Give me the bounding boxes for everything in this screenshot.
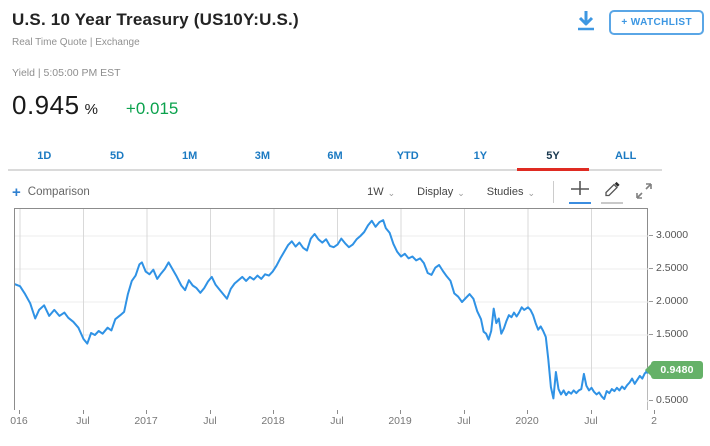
last-price-badge: 0.9480 [645,361,703,379]
tab-3m[interactable]: 3M [254,150,270,162]
header-actions: + WATCHLIST [573,9,704,35]
x-axis-tick [146,410,147,414]
display-dropdown[interactable]: Display ⌄ [417,186,465,198]
x-axis-tick [654,410,655,414]
chevron-down-icon: ⌄ [457,187,465,198]
pencil-icon [602,180,622,201]
add-watchlist-button[interactable]: + WATCHLIST [609,9,704,35]
draw-tool-button[interactable] [599,180,625,204]
quote-source: Real Time Quote | Exchange [12,37,140,48]
y-axis-label: 2.0000 [649,295,688,307]
interval-label: 1W [367,186,384,198]
tool-underline [601,202,623,204]
y-axis-tick [649,300,653,302]
x-axis-label: 2 [651,415,657,427]
x-axis-tick [19,410,20,414]
y-axis-tick [649,399,653,401]
comparison-label: Comparison [27,186,90,198]
x-axis-label: 016 [10,415,28,427]
x-axis-tick [591,410,592,414]
x-axis-label: Jul [76,415,90,427]
tab-5y[interactable]: 5Y [516,146,590,171]
display-label: Display [417,186,454,198]
y-axis-tick [649,234,653,236]
x-axis-tick [337,410,338,414]
y-axis-tick [649,333,653,335]
tab-6m[interactable]: 6M [327,150,343,162]
download-button[interactable] [573,9,599,35]
page-title: U.S. 10 Year Treasury (US10Y:U.S.) [12,10,299,29]
x-axis-label: Jul [330,415,344,427]
tab-all[interactable]: ALL [615,150,637,162]
studies-dropdown[interactable]: Studies ⌄ [487,186,535,198]
x-axis-label: Jul [457,415,471,427]
expand-icon [635,182,653,203]
price-unit: % [84,101,98,118]
tab-ytd[interactable]: YTD [396,150,419,162]
x-axis-tick [527,410,528,414]
header: U.S. 10 Year Treasury (US10Y:U.S.) Real … [12,10,299,48]
x-axis-tick [464,410,465,414]
fullscreen-button[interactable] [631,180,657,204]
quote-meta: Yield | 5:05:00 PM EST [12,67,121,79]
x-axis-tick [400,410,401,414]
range-tabs: 1D 5D 1M 3M 6M YTD 1Y 5Y ALL [8,146,662,171]
crosshair-tool-button[interactable] [567,180,593,204]
x-axis-tick [273,410,274,414]
active-tool-underline [569,202,591,204]
toolbar-divider [553,181,554,203]
tab-1d[interactable]: 1D [37,150,52,162]
toolbar-right: 1W ⌄ Display ⌄ Studies ⌄ [345,180,660,204]
interval-dropdown[interactable]: 1W ⌄ [367,186,395,198]
y-axis-label: 1.5000 [649,328,688,340]
studies-label: Studies [486,186,524,198]
price-value: 0.945 [12,90,80,120]
y-axis-tick [649,267,653,269]
chevron-down-icon: ⌄ [387,187,396,198]
price-change: +0.015 [125,99,179,118]
comparison-button[interactable]: + Comparison [12,185,90,200]
chevron-down-icon: ⌄ [527,187,535,198]
price-chart[interactable]: 016 Jul 2017 Jul 2018 Jul 2019 Jul 2020 Jul 2 3.00… [0,208,710,440]
crosshair-icon [569,180,591,201]
tab-1m[interactable]: 1M [182,150,198,162]
x-axis-label: 2018 [261,415,285,427]
price-row: 0.945 % +0.015 [12,90,178,121]
x-axis-label: 2020 [515,415,539,427]
tab-5d[interactable]: 5D [109,150,125,162]
download-icon [575,9,597,36]
chart-toolbar: + Comparison 1W ⌄ Display ⌄ Studies ⌄ [12,180,660,204]
x-axis-tick [210,410,211,414]
x-axis-label: Jul [584,415,598,427]
chart-plot-area[interactable] [14,208,649,411]
plus-icon: + [12,183,21,201]
tab-1y[interactable]: 1Y [473,150,488,162]
y-axis-label: 0.5000 [649,394,688,406]
x-axis-label: Jul [203,415,217,427]
y-axis-label: 3.0000 [649,229,688,241]
x-axis-label: 2017 [134,415,158,427]
y-axis-label: 2.5000 [649,262,688,274]
x-axis-label: 2019 [388,415,412,427]
x-axis-tick [83,410,84,414]
